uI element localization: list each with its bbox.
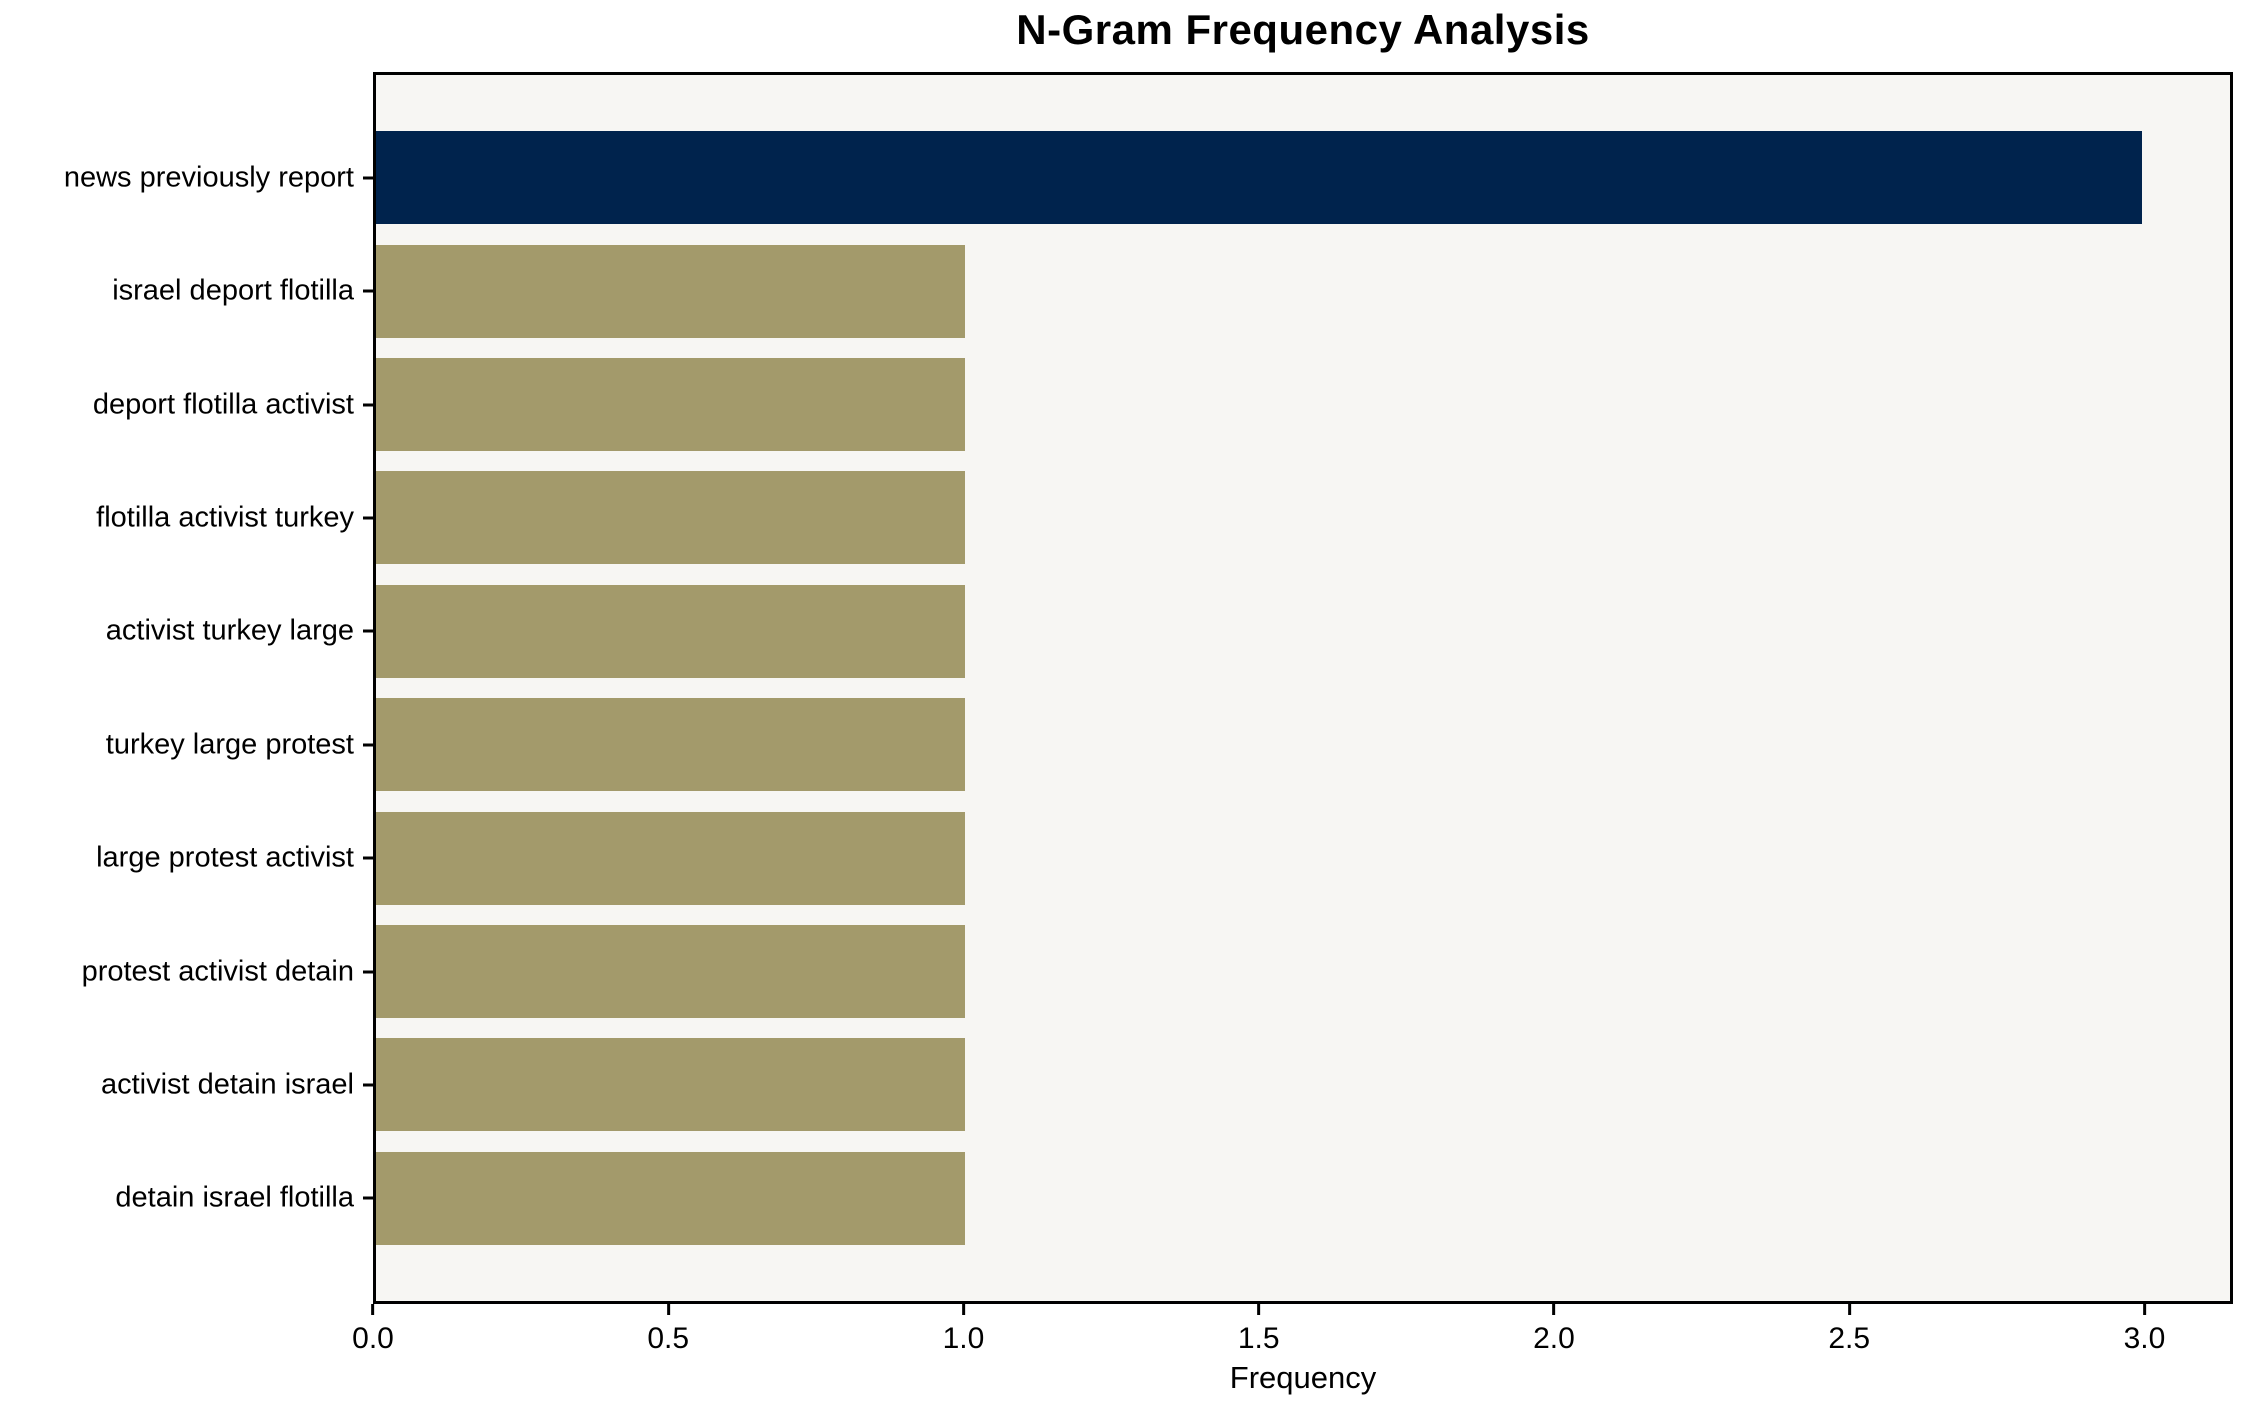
bar-row: turkey large protest	[106, 688, 2230, 801]
x-tick-label: 1.0	[942, 1322, 985, 1355]
bar	[376, 358, 965, 451]
x-tick: 1.5	[1238, 1304, 1280, 1356]
plot-area: news previously report israel deport flot…	[64, 72, 2233, 1304]
x-tick-mark	[1847, 1304, 1851, 1315]
x-tick-mark	[2142, 1304, 2146, 1315]
bar-row: detain israel flotilla	[115, 1142, 2230, 1255]
bar-row: protest activist detain	[82, 915, 2230, 1028]
bar	[376, 244, 965, 338]
x-axis-title: Frequency	[1229, 1360, 1377, 1395]
bar	[376, 131, 2142, 225]
x-tick-mark	[666, 1304, 670, 1315]
bar	[376, 584, 965, 678]
y-tick-mark	[363, 516, 373, 520]
y-tick-mark	[363, 629, 373, 633]
y-tick-mark	[363, 743, 373, 747]
bar	[376, 811, 965, 905]
x-tick-label: 3.0	[2123, 1322, 2166, 1355]
x-tick: 2.0	[1533, 1304, 1575, 1356]
x-tick: 3.0	[2123, 1304, 2166, 1356]
y-tick-label: protest activist detain	[81, 955, 354, 988]
y-tick-label: activist turkey large	[105, 614, 354, 647]
x-tick-label: 0.5	[647, 1322, 690, 1355]
y-tick-label: activist detain israel	[100, 1068, 354, 1101]
y-tick-label: large protest activist	[96, 841, 354, 874]
bar	[376, 925, 965, 1019]
x-tick: 2.5	[1828, 1304, 1870, 1356]
x-tick-mark	[371, 1304, 375, 1315]
x-tick-label: 2.0	[1533, 1322, 1575, 1355]
x-tick-label: 0.0	[352, 1322, 394, 1355]
bar	[376, 1038, 965, 1132]
x-axis: 0.0 0.5 1.0 1.5 2.0 2.5 3.0	[352, 1304, 2233, 1364]
x-tick-mark	[1257, 1304, 1261, 1315]
bar	[376, 698, 965, 792]
bar-row: large protest activist	[96, 801, 2230, 914]
y-tick-mark	[363, 1196, 373, 1200]
y-tick-mark	[363, 176, 373, 180]
bar-row: activist turkey large	[106, 575, 2230, 688]
x-tick-mark	[961, 1304, 965, 1315]
bar-row: flotilla activist turkey	[96, 461, 2230, 574]
y-tick-label: news previously report	[63, 161, 354, 194]
x-tick: 0.5	[647, 1304, 689, 1356]
y-tick-mark	[363, 289, 373, 293]
y-tick-label: israel deport flotilla	[112, 274, 354, 307]
chart-title: N-Gram Frequency Analysis	[1016, 6, 1590, 53]
y-tick-label: flotilla activist turkey	[96, 501, 354, 534]
x-tick: 0.0	[352, 1304, 394, 1356]
bar	[376, 471, 965, 565]
y-tick-mark	[363, 970, 373, 974]
bar-row: activist detain israel	[101, 1028, 2230, 1141]
y-tick-mark	[363, 403, 373, 407]
y-tick-label: turkey large protest	[105, 728, 354, 761]
y-tick-mark	[363, 856, 373, 860]
x-tick-label: 2.5	[1828, 1322, 1871, 1355]
bar-row: news previously report	[64, 121, 2230, 234]
y-tick-label: deport flotilla activist	[92, 388, 354, 421]
x-tick-label: 1.5	[1237, 1322, 1280, 1355]
x-tick-mark	[1552, 1304, 1556, 1315]
y-tick-label: detain israel flotilla	[115, 1181, 354, 1214]
x-tick: 1.0	[942, 1304, 985, 1356]
bars-container: news previously report israel deport flot…	[64, 75, 2230, 1301]
y-tick-mark	[363, 1083, 373, 1087]
bar-row: israel deport flotilla	[112, 234, 2230, 347]
bar-row: deport flotilla activist	[93, 348, 2230, 461]
bar	[376, 1151, 965, 1245]
